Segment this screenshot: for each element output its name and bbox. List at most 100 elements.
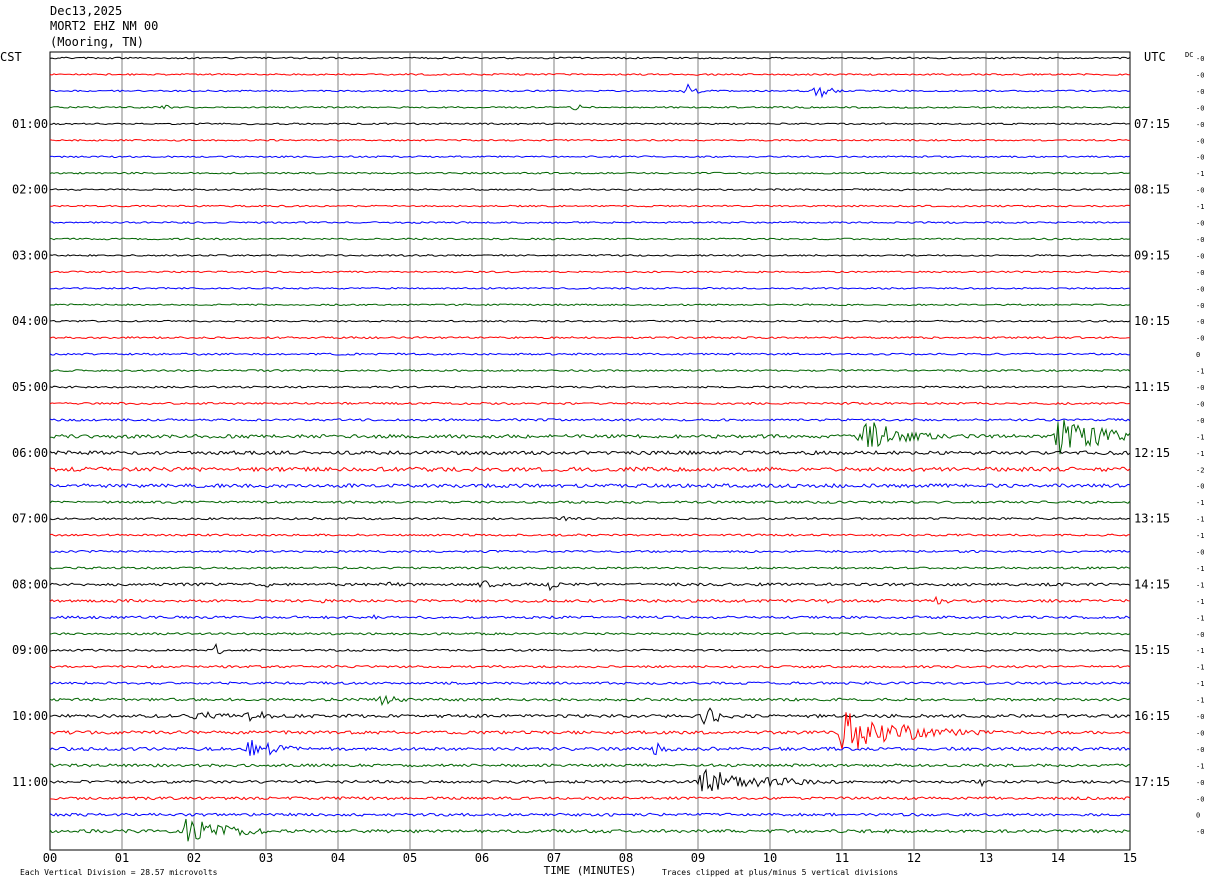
dc-offset-label: -0 bbox=[1196, 220, 1204, 228]
utc-hour-label: 12:15 bbox=[1134, 446, 1170, 460]
trace-line bbox=[49, 336, 1131, 340]
dc-offset-label: -0 bbox=[1196, 779, 1204, 787]
utc-hour-label: 14:15 bbox=[1134, 577, 1170, 591]
trace-line bbox=[49, 681, 1131, 686]
x-tick-label: 05 bbox=[403, 851, 417, 865]
cst-hour-label: 09:00 bbox=[12, 643, 48, 657]
trace-line bbox=[49, 614, 1131, 620]
x-tick-label: 11 bbox=[835, 851, 849, 865]
trace-line bbox=[49, 73, 1131, 76]
dc-offset-label: -1 bbox=[1196, 532, 1204, 540]
utc-hour-label: 17:15 bbox=[1134, 775, 1170, 789]
cst-hour-label: 06:00 bbox=[12, 446, 48, 460]
traces-group bbox=[49, 56, 1131, 842]
dc-label: DC bbox=[1185, 51, 1193, 59]
dc-offset-label: -0 bbox=[1196, 417, 1204, 425]
cst-hour-label: 08:00 bbox=[12, 577, 48, 591]
dc-offset-label: -0 bbox=[1196, 104, 1204, 112]
x-axis-ticks: 00 01 02 03 04 05 06 07 08 09 10 11 12 13 14 15 bbox=[43, 851, 1137, 865]
trace-line bbox=[49, 418, 1131, 422]
x-tick-label: 15 bbox=[1123, 851, 1137, 865]
dc-offset-label: -1 bbox=[1196, 581, 1204, 589]
dc-offset-label: -1 bbox=[1196, 516, 1204, 524]
cst-hour-label: 05:00 bbox=[12, 380, 48, 394]
dc-offset-label: -0 bbox=[1196, 828, 1204, 836]
x-tick-label: 14 bbox=[1051, 851, 1065, 865]
dc-offset-label: -0 bbox=[1196, 137, 1204, 145]
trace-line bbox=[49, 515, 1131, 522]
dc-offset-label: -1 bbox=[1196, 368, 1204, 376]
dc-offset-label: -0 bbox=[1196, 72, 1204, 80]
dc-offset-label: -0 bbox=[1196, 729, 1204, 737]
utc-hour-label: 10:15 bbox=[1134, 314, 1170, 328]
dc-offset-label: -0 bbox=[1196, 746, 1204, 754]
x-tick-label: 01 bbox=[115, 851, 129, 865]
trace-line bbox=[49, 104, 1131, 111]
trace-line bbox=[49, 319, 1131, 323]
dc-offset-label: -0 bbox=[1196, 269, 1204, 277]
utc-hour-label: 13:15 bbox=[1134, 512, 1170, 526]
dc-offset-label: -0 bbox=[1196, 483, 1204, 491]
trace-line bbox=[49, 237, 1131, 241]
x-axis-title: TIME (MINUTES) bbox=[544, 864, 637, 877]
plot-frame bbox=[49, 51, 1131, 851]
x-tick-label: 09 bbox=[691, 851, 705, 865]
time-labels: -0 -0 -0 -0 -0 -0 -0 -1 -0 -1 -0 -0 -0 -0 -0 -0 -0 -0 0 -1 -… bbox=[12, 55, 1204, 836]
trace-line bbox=[49, 740, 1131, 756]
dc-offset-label: 0 bbox=[1196, 351, 1200, 359]
cst-hour-label: 03:00 bbox=[12, 248, 48, 262]
trace-line bbox=[49, 694, 1131, 707]
trace-line bbox=[49, 171, 1131, 175]
dc-offset-label: -0 bbox=[1196, 795, 1204, 803]
trace-line bbox=[49, 707, 1131, 726]
dc-offset-label: -0 bbox=[1196, 384, 1204, 392]
cst-hour-label: 07:00 bbox=[12, 512, 48, 526]
trace-line bbox=[50, 419, 1131, 455]
cst-hour-label: 11:00 bbox=[12, 775, 48, 789]
x-tick-label: 03 bbox=[259, 851, 273, 865]
trace-line bbox=[49, 632, 1131, 636]
x-tick-label: 00 bbox=[43, 851, 57, 865]
dc-offset-label: -0 bbox=[1196, 285, 1204, 293]
dc-offset-label: -1 bbox=[1196, 565, 1204, 573]
dc-offset-label: -0 bbox=[1196, 121, 1204, 129]
trace-line bbox=[49, 500, 1131, 505]
x-tick-label: 12 bbox=[907, 851, 921, 865]
dc-offset-label: -1 bbox=[1196, 614, 1204, 622]
x-tick-label: 02 bbox=[187, 851, 201, 865]
utc-label: UTC bbox=[1144, 50, 1166, 64]
trace-line bbox=[50, 188, 1131, 192]
dc-offset-label: -1 bbox=[1196, 762, 1204, 770]
trace-line bbox=[49, 352, 1131, 356]
dc-offset-label: -1 bbox=[1196, 499, 1204, 507]
dc-offset-label: -0 bbox=[1196, 335, 1204, 343]
x-tick-label: 10 bbox=[763, 851, 777, 865]
x-tick-label: 08 bbox=[619, 851, 633, 865]
dc-offset-label: -1 bbox=[1196, 697, 1204, 705]
utc-hour-label: 09:15 bbox=[1134, 248, 1170, 262]
dc-offset-label: -0 bbox=[1196, 154, 1204, 162]
x-tick-label: 07 bbox=[547, 851, 561, 865]
dc-offset-label: -0 bbox=[1196, 631, 1204, 639]
trace-line bbox=[49, 466, 1131, 473]
trace-line bbox=[49, 796, 1131, 801]
trace-line bbox=[49, 566, 1131, 570]
dc-offset-label: -0 bbox=[1196, 302, 1204, 310]
dc-offset-label: -0 bbox=[1196, 252, 1204, 260]
dc-offset-label: -0 bbox=[1196, 55, 1204, 63]
clip-note: Traces clipped at plus/minus 5 vertical … bbox=[662, 868, 898, 877]
trace-line bbox=[49, 450, 1131, 456]
trace-line bbox=[49, 221, 1131, 224]
utc-hour-label: 15:15 bbox=[1134, 643, 1170, 657]
dc-offset-label: -1 bbox=[1196, 170, 1204, 178]
trace-line bbox=[49, 643, 1131, 655]
scale-note: Each Vertical Division = 28.57 microvolt… bbox=[20, 868, 218, 877]
trace-line bbox=[49, 122, 1131, 126]
cst-hour-label: 02:00 bbox=[12, 183, 48, 197]
x-tick-label: 13 bbox=[979, 851, 993, 865]
cst-hour-label: 01:00 bbox=[12, 117, 48, 131]
trace-line bbox=[49, 595, 1131, 605]
dc-offset-label: -0 bbox=[1196, 88, 1204, 96]
